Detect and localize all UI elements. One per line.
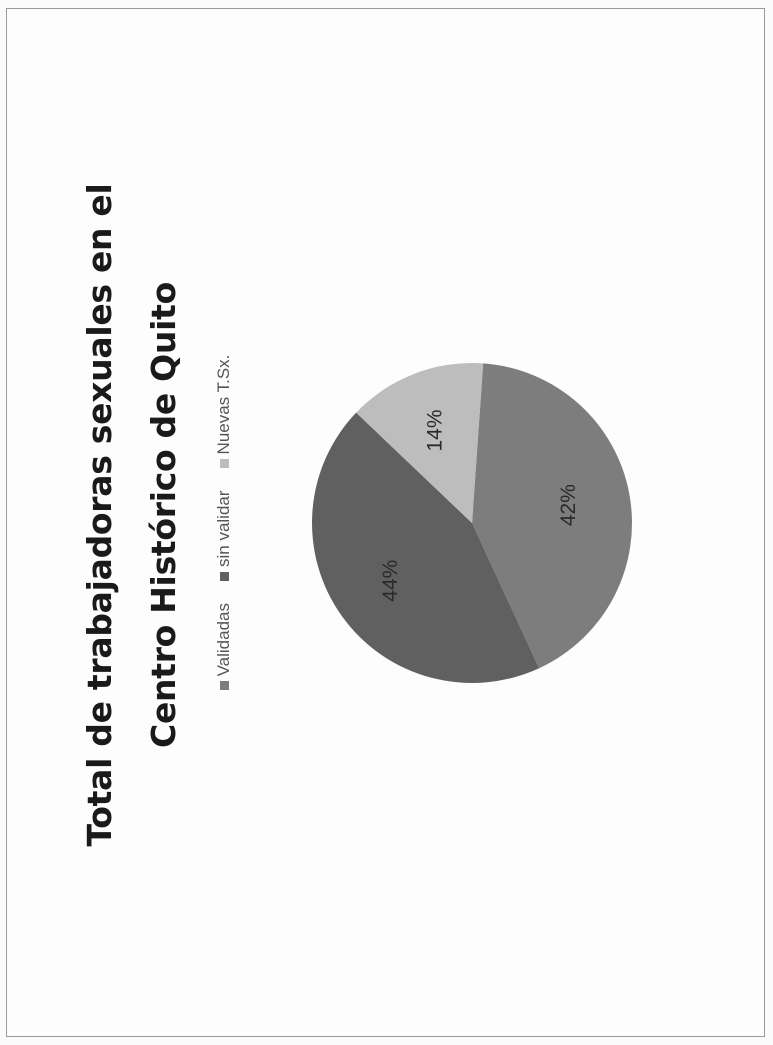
pie-slice-sin-validar [312,412,540,683]
pie-slices [312,363,632,683]
data-label-validadas: 42% [557,484,580,526]
data-label-nuevas: 14% [424,409,447,451]
pie-slice-nuevas [356,363,484,523]
data-label-sin-validar: 44% [379,560,402,602]
pie-labels: 42% 44% 14% [379,409,580,601]
pie-slice-validadas [472,363,632,669]
